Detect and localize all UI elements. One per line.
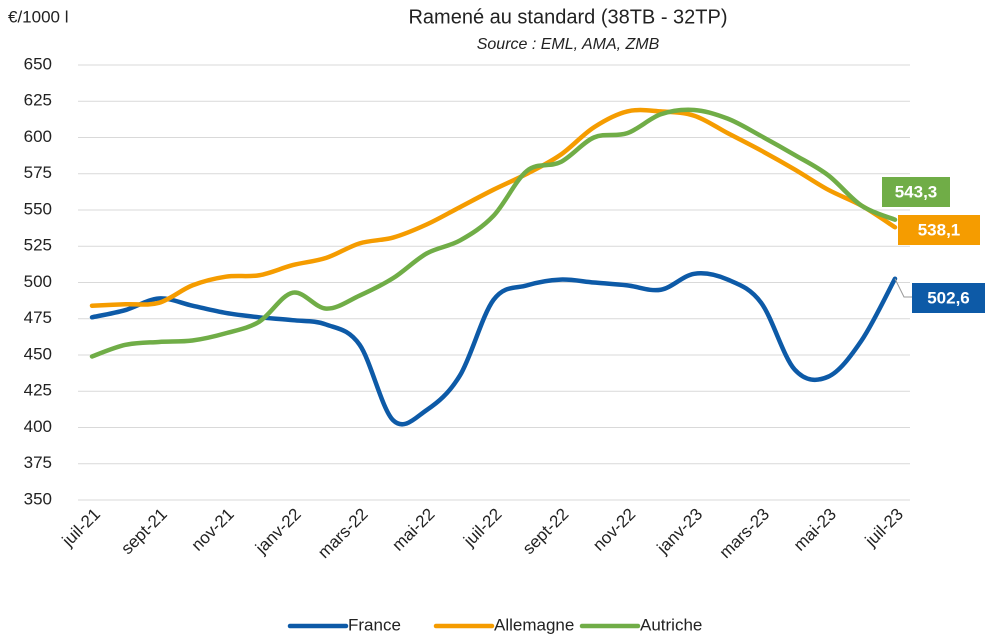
value-label: 538,1	[918, 220, 961, 239]
legend-label: Allemagne	[494, 615, 574, 634]
y-tick-label: 475	[24, 308, 52, 327]
x-tick-label: janv-22	[251, 505, 305, 559]
x-tick-label: mai-23	[790, 505, 840, 555]
leader-line	[894, 278, 912, 298]
x-tick-label: nov-22	[589, 505, 639, 555]
series-line	[89, 271, 898, 427]
y-tick-label: 575	[24, 163, 52, 182]
chart-subtitle: Source : EML, AMA, ZMB	[477, 36, 660, 53]
x-tick-label: nov-21	[188, 505, 238, 555]
x-tick-label: mai-22	[388, 505, 438, 555]
value-label-box	[898, 215, 980, 245]
y-axis-label: €/1000 l	[8, 7, 69, 26]
x-tick-label: juil-22	[459, 505, 505, 551]
series-line	[89, 107, 898, 308]
y-tick-label: 425	[24, 381, 52, 400]
legend-label: France	[348, 615, 401, 634]
value-label: 502,6	[927, 288, 970, 307]
x-tick-label: sept-21	[117, 505, 171, 559]
y-tick-label: 375	[24, 453, 52, 472]
y-tick-label: 450	[24, 344, 52, 363]
legend-label: Autriche	[640, 615, 702, 634]
series-line	[89, 107, 898, 359]
y-tick-label: 550	[24, 199, 52, 218]
value-label-box	[882, 177, 950, 207]
y-tick-label: 525	[24, 236, 52, 255]
y-tick-label: 600	[24, 127, 52, 146]
chart-title: Ramené au standard (38TB - 32TP)	[408, 6, 727, 28]
y-tick-label: 400	[24, 417, 52, 436]
y-tick-label: 625	[24, 91, 52, 110]
x-tick-label: mars-22	[314, 505, 372, 563]
x-tick-label: mars-23	[716, 505, 774, 563]
y-tick-label: 500	[24, 272, 52, 291]
y-tick-label: 350	[24, 489, 52, 508]
value-label-box	[912, 283, 985, 313]
x-tick-label: janv-23	[653, 505, 707, 559]
y-tick-label: 650	[24, 54, 52, 73]
x-tick-label: juil-23	[861, 505, 907, 551]
x-tick-label: sept-22	[519, 505, 573, 559]
x-tick-label: juil-21	[58, 505, 104, 551]
value-label: 543,3	[895, 182, 938, 201]
